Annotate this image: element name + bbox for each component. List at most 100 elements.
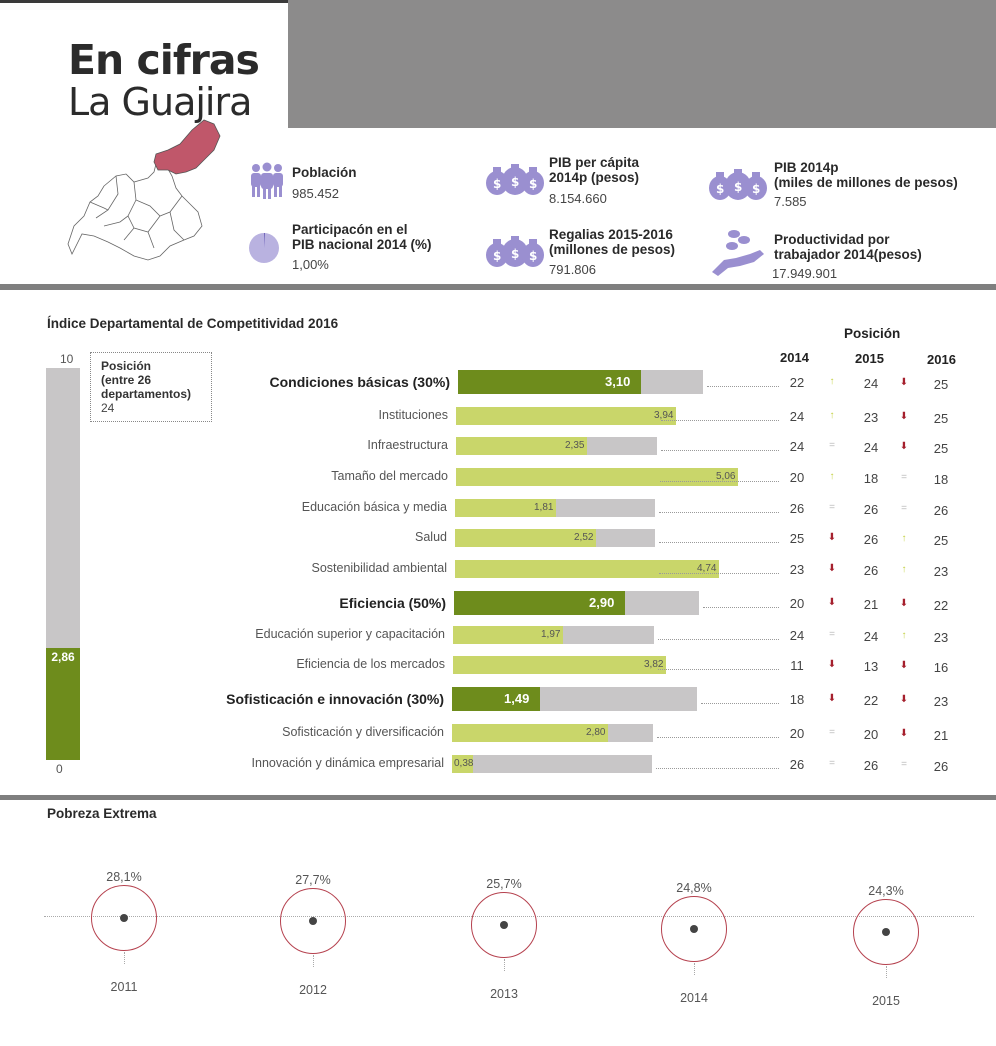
la-guajira-region — [153, 119, 221, 175]
poverty-circle — [661, 896, 727, 962]
stat-value: 985.452 — [292, 186, 339, 201]
position-2015: 18 — [863, 471, 879, 486]
poverty-point — [690, 925, 698, 933]
trend-eq-icon: = — [901, 503, 907, 514]
trend-eq-icon: = — [829, 629, 835, 640]
position-2014: 26 — [789, 501, 805, 516]
trend-down-icon: ⬇ — [827, 659, 837, 670]
trend-down-icon: ⬇ — [899, 377, 909, 388]
position-box-value: 24 — [101, 401, 115, 415]
position-2015: 24 — [863, 376, 879, 391]
position-2016: 23 — [933, 694, 949, 709]
money-bags-icon: $ $ $ — [486, 164, 544, 195]
bar-fill — [458, 370, 641, 394]
trend-down-icon: ⬇ — [899, 660, 909, 671]
position-2015: 21 — [863, 597, 879, 612]
position-header: Posición — [844, 326, 901, 341]
leader-dots — [661, 420, 779, 421]
leader-dots — [657, 737, 779, 738]
position-2015: 26 — [863, 758, 879, 773]
bar-fill — [454, 591, 625, 615]
position-2016: 26 — [933, 759, 949, 774]
bar-fill — [456, 407, 676, 425]
row-label: Educación superior y capacitación — [255, 627, 445, 641]
overall-score-label: 2,86 — [51, 650, 75, 664]
money-bags-icon: $ $ $ — [709, 169, 767, 200]
trend-down-icon: ⬇ — [827, 597, 837, 608]
position-box-label: Posición (entre 26 departamentos) — [101, 359, 192, 401]
bar-value-label: 3,10 — [605, 374, 631, 389]
position-2015: 24 — [863, 629, 879, 644]
poverty-circle — [91, 885, 157, 951]
poverty-point — [309, 917, 317, 925]
poverty-value-label: 24,8% — [676, 881, 712, 895]
position-box: Posición (entre 26 departamentos) 24 — [90, 352, 212, 422]
bar-value-label: 2,35 — [565, 440, 585, 451]
trend-eq-icon: = — [829, 440, 835, 451]
section-divider — [0, 795, 996, 800]
leader-dots — [661, 450, 779, 451]
stat-value: 7.585 — [774, 194, 807, 209]
poverty-circle — [853, 899, 919, 965]
poverty-title: Pobreza Extrema — [47, 806, 157, 821]
trend-eq-icon: = — [901, 472, 907, 483]
svg-text:$: $ — [529, 177, 537, 191]
position-2014: 24 — [789, 439, 805, 454]
trend-eq-icon: = — [829, 502, 835, 513]
stat-label: Participacón en el PIB nacional 2014 (%) — [292, 222, 432, 252]
leader-dots — [703, 607, 779, 608]
position-2014: 22 — [789, 375, 805, 390]
bar-value-label: 1,49 — [504, 691, 530, 706]
poverty-circle — [280, 888, 346, 954]
position-2014: 26 — [789, 757, 805, 772]
svg-text:$: $ — [734, 180, 742, 194]
poverty-leader-line — [886, 966, 887, 978]
position-2015: 24 — [863, 440, 879, 455]
position-2014: 24 — [789, 409, 805, 424]
svg-text:$: $ — [752, 182, 760, 196]
leader-dots — [656, 768, 779, 769]
position-2014: 24 — [789, 628, 805, 643]
position-2016: 25 — [933, 411, 949, 426]
position-2014: 18 — [789, 692, 805, 707]
leader-dots — [660, 481, 779, 482]
position-2015: 22 — [863, 693, 879, 708]
position-2015: 26 — [863, 502, 879, 517]
bar-value-label: 1,97 — [541, 629, 561, 640]
bar-value-label: 0,38 — [454, 758, 474, 769]
bar-fill — [453, 626, 563, 644]
leader-dots — [659, 512, 779, 513]
poverty-year-label: 2012 — [299, 983, 327, 997]
position-2015: 20 — [863, 727, 879, 742]
bar-value-label: 4,74 — [697, 563, 717, 574]
page-title-line2: La Guajira — [68, 80, 252, 124]
bar-fill — [455, 560, 719, 578]
bar-track — [452, 755, 652, 773]
trend-up-icon: ↑ — [829, 471, 835, 482]
trend-up-icon: ↑ — [901, 630, 907, 641]
trend-up-icon: ↑ — [901, 533, 907, 544]
position-2015: 26 — [863, 532, 879, 547]
stat-value: 17.949.901 — [772, 266, 838, 281]
leader-dots — [658, 639, 779, 640]
poverty-leader-line — [694, 963, 695, 975]
trend-down-icon: ⬇ — [827, 532, 837, 543]
stat-label: PIB per cápita 2014p (pesos) — [549, 155, 640, 185]
trend-up-icon: ↑ — [829, 376, 835, 387]
poverty-value-label: 25,7% — [486, 877, 522, 891]
row-label: Instituciones — [378, 408, 448, 422]
trend-down-icon: ⬇ — [899, 441, 909, 452]
bar-fill — [455, 499, 556, 517]
row-label: Educación básica y media — [301, 500, 447, 514]
trend-down-icon: ⬇ — [899, 411, 909, 422]
bar-value-label: 3,82 — [644, 659, 664, 670]
leader-dots — [658, 669, 779, 670]
header-gray-band — [288, 0, 996, 128]
trend-down-icon: ⬇ — [899, 598, 909, 609]
poverty-leader-line — [313, 955, 314, 967]
position-2016: 23 — [933, 564, 949, 579]
people-icon — [251, 162, 283, 199]
position-2016: 23 — [933, 630, 949, 645]
bar-fill — [452, 687, 540, 711]
pie-chart-icon — [249, 232, 279, 263]
